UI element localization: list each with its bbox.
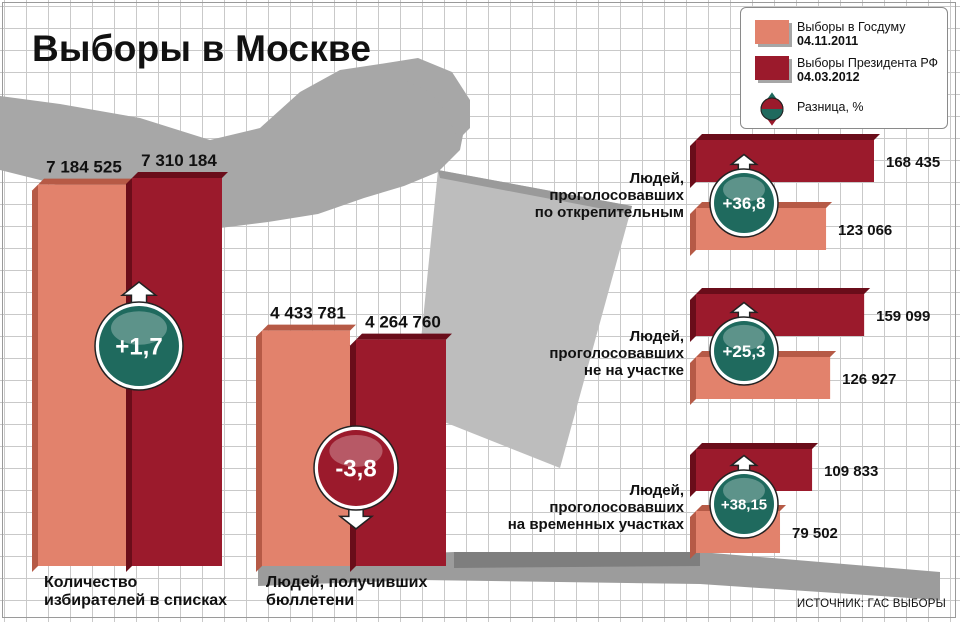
legend-item-president: Выборы Президента РФ 04.03.2012 [755,56,938,84]
value-label-temporary-president: 109 833 [824,463,878,480]
legend-swatch-duma [755,20,789,44]
diff-badge-absentee-value: +36,8 [722,194,765,213]
row-label-offsite-line3: не на участке [583,362,684,379]
ballot-paper [414,170,632,468]
category-label-voters: Количество избирателей в списках [44,574,227,610]
row-label-temporary: Людей, проголосовавших на временных учас… [508,482,684,533]
legend-difference-label: Разница, % [797,100,864,114]
diff-badge-temporary: +38,15 [709,454,779,539]
diff-badge-temporary-value: +38,15 [721,496,767,513]
value-label-absentee-duma: 123 066 [838,222,892,239]
row-label-absentee-line2: проголосовавших [549,187,684,204]
diff-badge-offsite-value: +25,3 [722,342,765,361]
diff-badge-offsite: +25,3 [709,301,779,386]
value-label-absentee-president: 168 435 [886,154,940,171]
category-label-voters-line2: избирателей в списках [44,592,228,609]
category-label-voters-line1: Количество [44,574,138,591]
value-label-voters-duma: 7 184 525 [46,158,122,177]
legend-item-difference: Разница, % [755,92,864,126]
legend-item-duma: Выборы в Госдуму 04.11.2011 [755,20,905,48]
row-label-absentee-line3: по открепительным [534,204,684,221]
hand-fingers [380,58,470,140]
value-label-temporary-duma: 79 502 [792,525,838,542]
page-title: Выборы в Москве [32,28,372,69]
value-label-voters-president: 7 310 184 [141,151,217,170]
ballot-edge [438,170,632,214]
vertical-bars: 7 184 525 7 310 184 4 433 781 4 264 760 [32,151,452,572]
value-label-offsite-duma: 126 927 [842,371,896,388]
diff-badge-voters-value: +1,7 [115,334,162,361]
category-label-ballots-line1: Людей, получивших [266,574,428,591]
row-label-temporary-line1: Людей, [629,482,684,499]
legend-duma-label: Выборы в Госдуму [797,20,906,34]
legend-duma-date: 04.11.2011 [797,34,859,48]
value-label-ballots-president: 4 264 760 [365,313,441,332]
category-label-ballots: Людей, получивших бюллетени [266,574,427,610]
category-label-ballots-line2: бюллетени [266,592,355,609]
legend-president-date: 04.03.2012 [797,70,860,84]
row-label-absentee: Людей, проголосовавших по открепительным [535,170,684,221]
row-label-absentee-line1: Людей, [629,170,684,187]
difference-badges: +1,7 -3,8 +36,8 +25,3 +38,15 [94,153,779,539]
diff-badge-ballots-value: -3,8 [335,456,376,483]
row-label-offsite-line2: проголосовавших [549,345,684,362]
source-note: ИСТОЧНИК: ГАС ВЫБОРЫ [796,598,946,610]
legend: Выборы в Госдуму 04.11.2011 Выборы Прези… [740,7,948,129]
value-label-offsite-president: 159 099 [876,308,930,325]
legend-swatch-president [755,56,789,80]
value-label-ballots-duma: 4 433 781 [270,304,346,323]
ballot-box-opening [454,552,700,568]
row-label-temporary-line3: на временных участках [507,516,684,533]
diff-badge-ballots: -3,8 [313,425,399,530]
row-label-offsite-line1: Людей, [629,328,684,345]
difference-badge-icon [760,92,784,126]
diff-badge-absentee: +36,8 [709,153,779,238]
row-label-temporary-line2: проголосовавших [549,499,684,516]
legend-president-label: Выборы Президента РФ [797,56,939,70]
diff-badge-voters: +1,7 [94,281,184,391]
row-label-offsite: Людей, проголосовавших не на участке [549,328,684,379]
